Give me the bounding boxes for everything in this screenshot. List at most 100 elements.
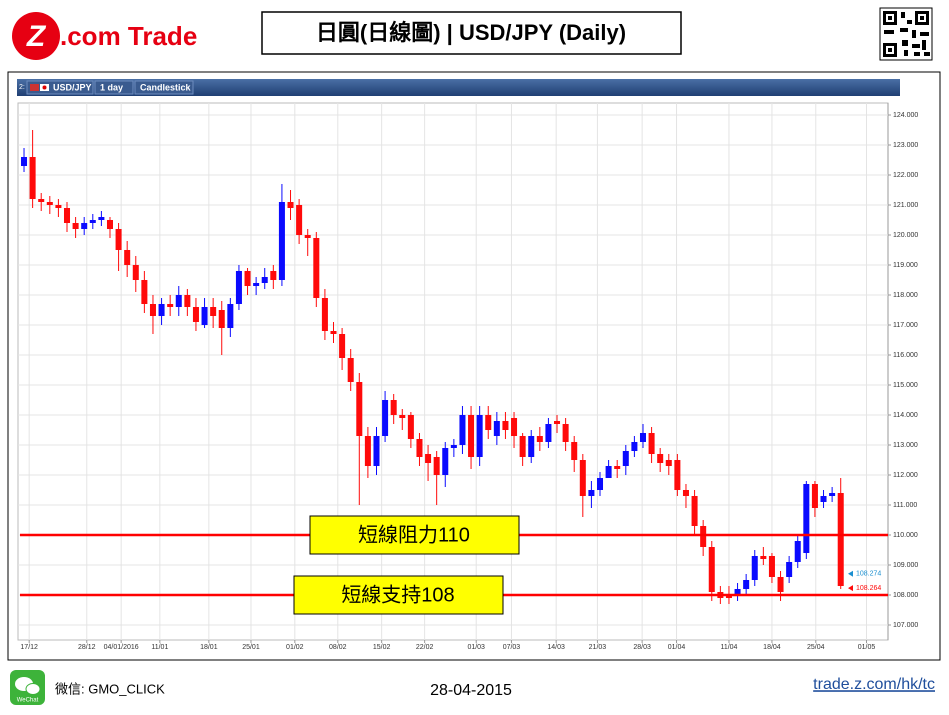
candle-body (141, 280, 148, 304)
candle-body (227, 304, 234, 328)
y-tick-label: 115.000 (893, 382, 918, 389)
wechat-id: 微信: GMO_CLICK (55, 681, 165, 696)
candle-body (665, 460, 672, 466)
wechat-bubble (25, 683, 41, 695)
candle-body (562, 424, 569, 442)
last-price-label: 108.274 (856, 571, 881, 578)
candle-body (708, 547, 715, 592)
candle-body (528, 436, 535, 457)
candle-body (46, 202, 53, 205)
candle-body (768, 556, 775, 577)
candle-body (278, 202, 285, 280)
candle-body (89, 220, 96, 223)
x-tick-label: 11/01 (151, 644, 168, 651)
candle-body (631, 442, 638, 451)
x-tick-label: 08/02 (329, 644, 347, 651)
candle-body (700, 526, 707, 547)
candle-body (124, 250, 131, 265)
y-tick-label: 120.000 (893, 232, 918, 239)
y-tick-label: 112.000 (893, 472, 918, 479)
candle-body (502, 421, 509, 430)
x-tick-label: 11/04 (720, 644, 737, 651)
x-tick-label: 14/03 (547, 644, 565, 651)
x-tick-label: 01/03 (467, 644, 485, 651)
candle-body (674, 460, 681, 490)
qr-code (879, 7, 933, 61)
interval-button[interactable] (94, 80, 134, 95)
candle-body (253, 283, 260, 286)
y-tick-label: 124.000 (893, 112, 918, 119)
candle-body (459, 415, 466, 445)
x-tick-label: 18/04 (763, 644, 781, 651)
candle-body (734, 589, 741, 595)
candle-body (313, 238, 320, 298)
candle-body (296, 205, 303, 235)
candle-body (339, 334, 346, 358)
toolbar-interval: 1 day (100, 82, 123, 92)
candle-body (244, 271, 251, 286)
candle-body (29, 157, 36, 199)
x-tick-label: 28/03 (633, 644, 651, 651)
candle-body (760, 556, 767, 559)
candle-body (382, 400, 389, 436)
candle-body (519, 436, 526, 457)
x-tick-label: 28/12 (78, 644, 96, 651)
candle-body (347, 358, 354, 382)
candle-body (579, 460, 586, 496)
style-button[interactable] (134, 80, 194, 95)
candle-body (614, 466, 621, 469)
x-tick-label: 17/12 (20, 644, 38, 651)
candle-body (270, 271, 277, 280)
x-tick-label: 04/01/2016 (104, 644, 139, 651)
candle-body (399, 415, 406, 418)
candle-body (639, 433, 646, 442)
y-tick-label: 113.000 (893, 442, 918, 449)
candle-body (218, 310, 225, 328)
x-tick-label: 15/02 (373, 644, 391, 651)
last-price-marker (848, 570, 853, 577)
candle-body (304, 235, 311, 238)
level-label-box (309, 515, 520, 555)
candle-body (493, 421, 500, 436)
candle-body (210, 307, 217, 316)
candle-body (98, 217, 105, 220)
candle-body (682, 490, 689, 496)
y-tick-label: 117.000 (893, 322, 918, 329)
x-tick-label: 18/01 (200, 644, 218, 651)
candle-body (261, 277, 268, 283)
candle-body (330, 331, 337, 334)
candle-body (55, 205, 62, 208)
candle-body (511, 418, 518, 436)
candle-body (596, 478, 604, 490)
candle-body (691, 496, 698, 526)
x-tick-label: 01/04 (668, 644, 686, 651)
candle-body (554, 421, 561, 424)
y-tick-label: 116.000 (893, 352, 918, 359)
y-tick-label: 110.000 (893, 532, 918, 539)
candle-body (416, 439, 423, 457)
candle-body (321, 298, 328, 331)
x-tick-label: 01/05 (858, 644, 876, 651)
y-tick-label: 122.000 (893, 172, 918, 179)
y-tick-label: 114.000 (893, 412, 918, 419)
candle-body (192, 307, 199, 322)
candle-body (605, 466, 612, 478)
candle-body (433, 457, 440, 475)
candle-body (648, 433, 655, 454)
candle-body (485, 415, 492, 430)
candle-body (184, 295, 191, 307)
toolbar-symbol: USD/JPY (53, 82, 92, 92)
candle-body (201, 307, 208, 325)
candle-body (811, 484, 818, 508)
y-tick-label: 118.000 (893, 292, 918, 299)
y-tick-label: 107.000 (893, 622, 918, 629)
candle-body (725, 595, 732, 598)
candle-body (175, 295, 182, 307)
website-link[interactable]: trade.z.com/hk/tc (813, 676, 935, 693)
candle-body (786, 562, 793, 577)
x-tick-label: 22/02 (416, 644, 434, 651)
toolbar-style: Candlestick (140, 82, 192, 92)
candle-body (38, 199, 45, 202)
chart-title: 日圓(日線圖) | USD/JPY (Daily) (316, 20, 626, 45)
